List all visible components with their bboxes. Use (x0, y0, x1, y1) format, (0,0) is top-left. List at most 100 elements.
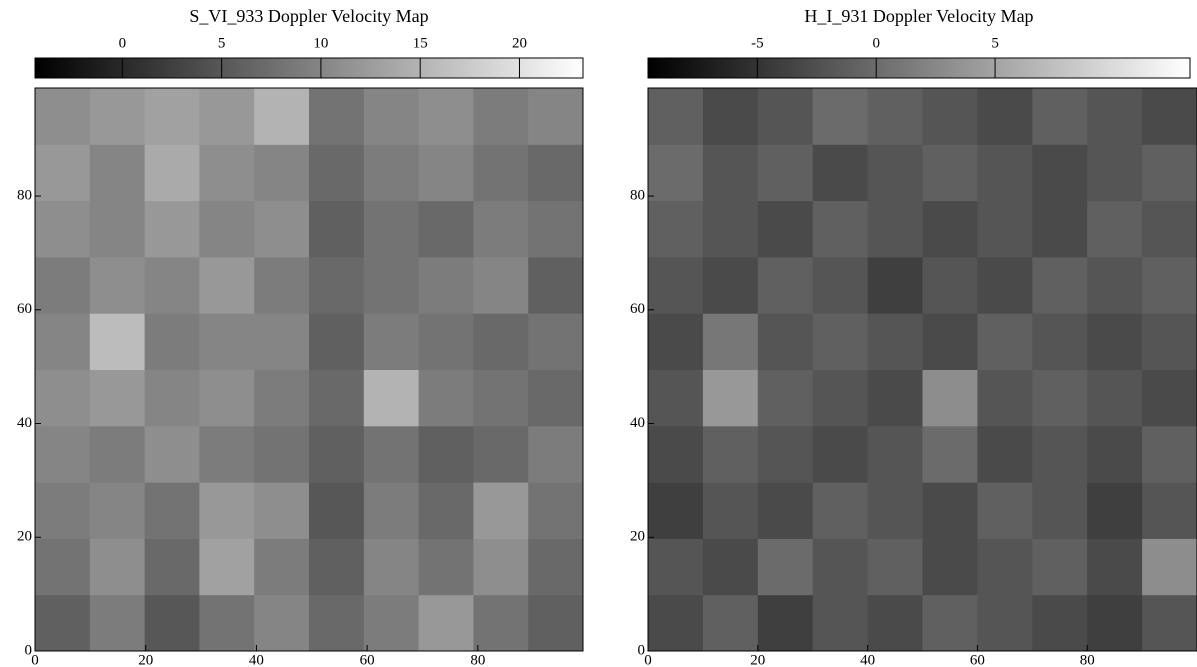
heatmap-cell (363, 144, 420, 202)
heatmap-cell (867, 144, 923, 202)
y-tick-label: 60 (630, 301, 645, 317)
y-tick-label: 60 (17, 301, 32, 317)
heatmap-cell (1142, 594, 1197, 652)
heatmap-cell (309, 594, 365, 652)
heatmap-cell (922, 482, 978, 539)
heatmap-cell (648, 594, 704, 652)
heatmap-cell (89, 594, 146, 652)
heatmap-cell (812, 425, 869, 483)
heatmap-cell (1032, 256, 1088, 314)
heatmap-cell (89, 313, 146, 370)
heatmap-cell (418, 482, 474, 539)
heatmap-cell (812, 482, 869, 539)
heatmap-cell (35, 313, 91, 370)
heatmap-cell (702, 369, 759, 427)
heatmap-cell (309, 144, 365, 202)
heatmap-cell (1142, 88, 1197, 145)
heatmap-cell (867, 425, 923, 483)
heatmap-cell (757, 144, 814, 202)
heatmap-cell (1032, 144, 1088, 202)
heatmap-cell (35, 594, 91, 652)
heatmap-cell (89, 88, 146, 145)
heatmap-cell (1032, 482, 1088, 539)
colorbar-tick-label: 5 (218, 35, 226, 51)
heatmap-cell (922, 88, 978, 145)
heatmap-cell (977, 369, 1033, 427)
heatmap-cell (922, 144, 978, 202)
heatmap-cell (648, 425, 704, 483)
heatmap-cell (363, 313, 420, 370)
heatmap-cell (922, 313, 978, 370)
heatmap-cell (309, 256, 365, 314)
heatmap-cell (1087, 200, 1143, 258)
heatmap-cell (867, 369, 923, 427)
heatmap-cell (1142, 144, 1197, 202)
heatmap-cell (144, 200, 200, 258)
heatmap-cell (812, 594, 869, 652)
heatmap-cell (1087, 256, 1143, 314)
heatmap-cell (1032, 425, 1088, 483)
heatmap-cell (418, 425, 474, 483)
heatmap-cell (473, 144, 529, 202)
heatmap-cell (702, 594, 759, 652)
heatmap-cell (35, 538, 91, 596)
heatmap-cell (473, 88, 529, 145)
heatmap-cell (473, 313, 529, 370)
heatmap-cell (648, 313, 704, 370)
colorbar-tick-label: 5 (991, 35, 999, 51)
heatmap-cell (473, 200, 529, 258)
heatmap-cell (309, 200, 365, 258)
heatmap-cell (702, 482, 759, 539)
x-tick-label: 40 (860, 652, 875, 667)
heatmap-cell (144, 538, 200, 596)
heatmap-cell (528, 256, 584, 314)
heatmap-cell (812, 538, 869, 596)
heatmap-cell (418, 538, 474, 596)
heatmap-cell (757, 538, 814, 596)
heatmap-cell (199, 594, 255, 652)
heatmap-cell (254, 144, 310, 202)
heatmap-cell (363, 538, 420, 596)
heatmap-cell (418, 200, 474, 258)
heatmap-cell (89, 425, 146, 483)
heatmap-cell (977, 313, 1033, 370)
heatmap-cell (922, 538, 978, 596)
colorbar (647, 57, 1191, 79)
heatmap-cell (363, 425, 420, 483)
heatmap-cell (35, 256, 91, 314)
heatmap-cell (254, 594, 310, 652)
x-tick-label: 20 (750, 652, 765, 667)
heatmap-cell (89, 538, 146, 596)
heatmap-cell (1032, 538, 1088, 596)
heatmap-cell (757, 313, 814, 370)
x-tick-label: 40 (249, 652, 264, 667)
heatmap-cell (922, 369, 978, 427)
heatmap-cell (922, 425, 978, 483)
heatmap-cell (363, 256, 420, 314)
x-tick-label: 80 (1080, 652, 1095, 667)
heatmap-cell (1087, 538, 1143, 596)
heatmap-cell (418, 144, 474, 202)
heatmap-cell (199, 369, 255, 427)
colorbar (34, 57, 584, 79)
heatmap-cell (418, 594, 474, 652)
heatmap-cell (702, 144, 759, 202)
heatmap-cell (473, 538, 529, 596)
heatmap-cell (528, 425, 584, 483)
heatmap-cell (977, 538, 1033, 596)
chart-title: S_VI_933 Doppler Velocity Map (189, 6, 428, 26)
heatmap-cell (702, 200, 759, 258)
heatmap-cell (977, 200, 1033, 258)
heatmap-cell (144, 256, 200, 314)
colorbar-tick-label: 20 (512, 35, 527, 51)
heatmap-cell (1087, 313, 1143, 370)
heatmap-cell (1142, 538, 1197, 596)
heatmap-cell (35, 200, 91, 258)
y-tick-label: 40 (630, 415, 645, 431)
heatmap-cell (702, 425, 759, 483)
heatmap-cell (757, 482, 814, 539)
heatmap-cell (648, 538, 704, 596)
heatmap-cell (1142, 482, 1197, 539)
heatmap-cell (812, 144, 869, 202)
heatmap-cell (254, 313, 310, 370)
